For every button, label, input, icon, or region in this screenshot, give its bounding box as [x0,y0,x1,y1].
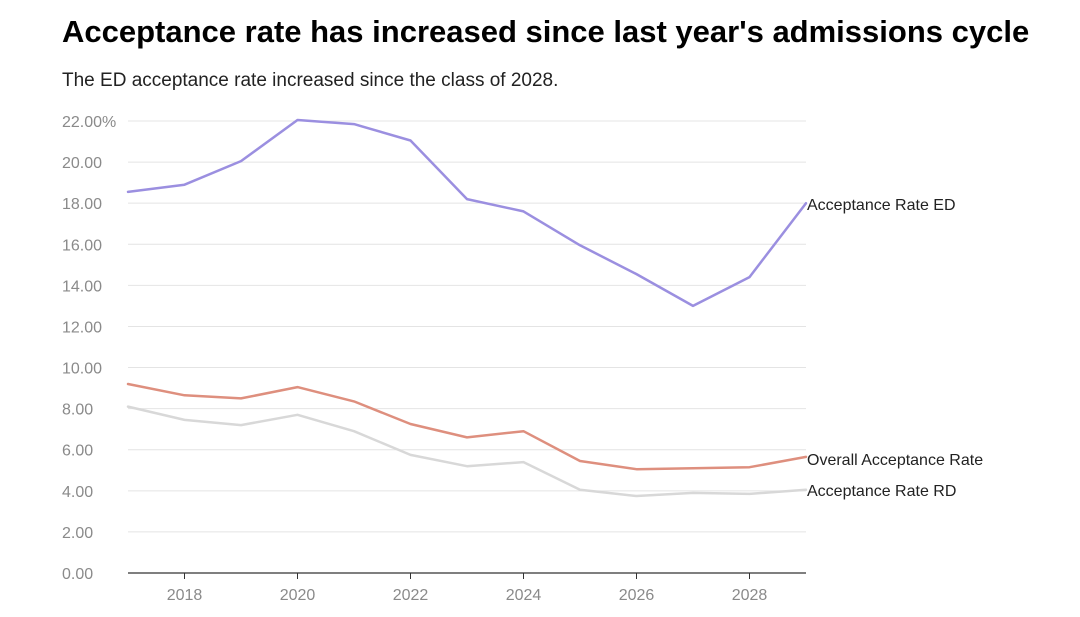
y-tick-label: 12.00 [62,319,102,336]
x-tick-label: 2028 [732,587,768,604]
x-tick-label: 2024 [506,587,542,604]
y-tick-label: 6.00 [62,443,93,460]
y-tick-label: 8.00 [62,402,93,419]
y-tick-label: 10.00 [62,361,102,378]
gridlines [128,120,806,533]
x-tick-label: 2022 [393,587,429,604]
y-tick-label: 20.00 [62,155,102,172]
y-tick-label: 16.00 [62,237,102,254]
y-tick-label: 0.00 [62,566,93,583]
series-label: Acceptance Rate RD [807,483,956,500]
x-tick-label: 2020 [280,587,316,604]
chart-title: Acceptance rate has increased since last… [62,14,1030,49]
series-line [126,405,808,498]
series-line [126,382,808,471]
chart-subtitle: The ED acceptance rate increased since t… [62,70,559,91]
series-line [126,118,808,308]
y-tick-label: 4.00 [62,484,93,501]
y-tick-label: 2.00 [62,525,93,542]
x-tick-label: 2018 [167,587,203,604]
x-axis: 2018 2020 2022 2024 2026 2028 [128,572,806,604]
y-tick-label: 14.00 [62,278,102,295]
series-label: Acceptance Rate ED [807,197,956,214]
x-tick-label: 2026 [619,587,655,604]
series-labels: Acceptance Rate ED Overall Acceptance Rat… [807,197,983,500]
y-tick-label: 22.00% [62,114,116,131]
y-axis-tick-labels: 0.00 2.00 4.00 6.00 8.00 10.00 12.00 14.00 16.00… [62,114,116,583]
y-tick-label: 18.00 [62,196,102,213]
series-label: Overall Acceptance Rate [807,452,983,469]
data-lines [126,118,808,498]
